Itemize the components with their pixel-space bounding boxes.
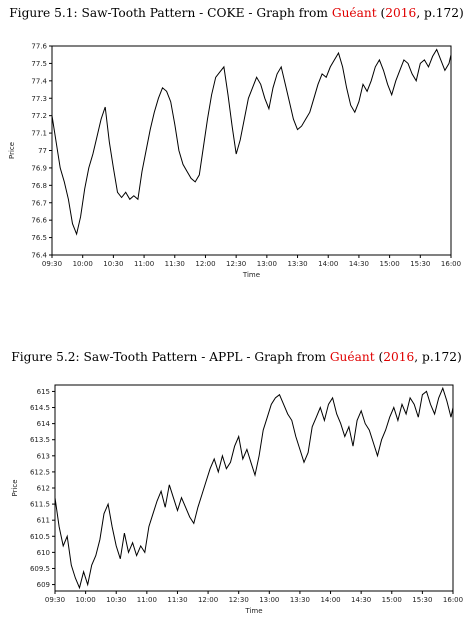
x-tick-label: 14:30 bbox=[349, 260, 369, 268]
x-tick-label: 16:00 bbox=[441, 260, 461, 268]
x-tick-label: 15:30 bbox=[410, 260, 430, 268]
x-tick-label: 10:00 bbox=[73, 260, 93, 268]
x-tick-label: 09:30 bbox=[45, 596, 65, 604]
appl-price-line bbox=[54, 386, 454, 590]
x-tick-label: 13:30 bbox=[287, 260, 307, 268]
chart-1-ticks bbox=[49, 45, 452, 258]
y-tick-label: 76.5 bbox=[31, 234, 47, 242]
y-tick-label: 609.5 bbox=[30, 565, 50, 573]
y-tick-label: 613 bbox=[37, 452, 50, 460]
y-tick-label: 76.6 bbox=[31, 217, 47, 225]
chart-1-x-axis-title: Time bbox=[242, 271, 260, 279]
x-tick-label: 14:30 bbox=[351, 596, 371, 604]
y-tick-label: 77.1 bbox=[31, 130, 47, 138]
figure-1-caption: Figure 5.1: Saw-Tooth Pattern - COKE - G… bbox=[0, 6, 473, 20]
y-tick-label: 615 bbox=[37, 388, 50, 396]
x-tick-label: 15:00 bbox=[380, 260, 400, 268]
chart-1-frame bbox=[51, 45, 452, 256]
x-tick-label: 10:00 bbox=[76, 596, 96, 604]
chart-2-ticks bbox=[52, 390, 454, 594]
x-tick-label: 13:00 bbox=[259, 596, 279, 604]
x-tick-label: 12:00 bbox=[195, 260, 215, 268]
chart-1-y-axis-title: Price bbox=[8, 142, 16, 159]
y-tick-label: 77 bbox=[38, 147, 47, 155]
caption-2-prefix: Figure 5.2: Saw-Tooth Pattern - APPL - G… bbox=[11, 350, 330, 364]
caption-2-author[interactable]: Guéant bbox=[329, 350, 375, 364]
y-tick-label: 612 bbox=[37, 485, 50, 493]
y-tick-label: 614 bbox=[37, 420, 51, 428]
y-tick-label: 610 bbox=[37, 549, 50, 557]
y-tick-label: 610.5 bbox=[30, 533, 50, 541]
y-tick-label: 76.7 bbox=[31, 199, 47, 207]
y-tick-label: 77.6 bbox=[31, 43, 47, 51]
y-tick-label: 76.4 bbox=[31, 252, 47, 260]
x-tick-label: 11:30 bbox=[165, 260, 185, 268]
y-tick-label: 614.5 bbox=[30, 404, 50, 412]
y-tick-label: 76.9 bbox=[31, 164, 47, 172]
caption-2-year[interactable]: 2016 bbox=[383, 350, 415, 364]
x-tick-label: 10:30 bbox=[106, 596, 126, 604]
y-tick-label: 611 bbox=[37, 517, 50, 525]
coke-price-chart: 09:30 10:00 10:30 11:00 11:30 12:00 12:30 13:00… bbox=[8, 43, 461, 280]
x-tick-label: 13:00 bbox=[257, 260, 277, 268]
x-tick-label: 09:30 bbox=[42, 260, 62, 268]
y-tick-label: 609 bbox=[37, 581, 50, 589]
caption-1-author[interactable]: Guéant bbox=[331, 6, 377, 20]
y-tick-label: 613.5 bbox=[30, 436, 50, 444]
caption-1-prefix: Figure 5.1: Saw-Tooth Pattern - COKE - G… bbox=[9, 6, 332, 20]
x-tick-label: 11:00 bbox=[134, 260, 154, 268]
y-tick-label: 77.4 bbox=[31, 77, 47, 85]
x-tick-label: 13:30 bbox=[290, 596, 310, 604]
caption-1-suffix: , p.172) bbox=[416, 6, 464, 20]
figure-2-caption: Figure 5.2: Saw-Tooth Pattern - APPL - G… bbox=[0, 350, 473, 364]
chart-2-y-axis-title: Price bbox=[11, 479, 19, 496]
caption-1-open: ( bbox=[376, 6, 386, 20]
y-tick-label: 612.5 bbox=[30, 468, 50, 476]
y-tick-label: 77.2 bbox=[31, 112, 47, 120]
caption-2-suffix: , p.172) bbox=[414, 350, 462, 364]
y-tick-label: 77.3 bbox=[31, 95, 47, 103]
chart-2-frame bbox=[54, 384, 454, 592]
x-tick-label: 12:30 bbox=[226, 260, 246, 268]
chart-1-tick-labels: 09:30 10:00 10:30 11:00 11:30 12:00 12:30 13:00… bbox=[31, 43, 461, 269]
coke-price-line bbox=[51, 48, 452, 236]
caption-2-open: ( bbox=[374, 350, 384, 364]
y-tick-label: 76.8 bbox=[31, 182, 47, 190]
appl-price-chart: 09:30 10:00 10:30 11:00 11:30 12:00 12:30 13:00… bbox=[11, 384, 463, 615]
y-tick-label: 77.5 bbox=[31, 60, 47, 68]
y-tick-label: 611.5 bbox=[30, 501, 50, 509]
x-tick-label: 15:00 bbox=[382, 596, 402, 604]
chart-2-x-axis-title: Time bbox=[244, 607, 262, 615]
x-tick-label: 16:00 bbox=[443, 596, 463, 604]
chart-2-tick-labels: 09:30 10:00 10:30 11:00 11:30 12:00 12:30 13:00… bbox=[30, 388, 463, 604]
x-tick-label: 14:00 bbox=[320, 596, 340, 604]
x-tick-label: 12:30 bbox=[229, 596, 249, 604]
x-tick-label: 12:00 bbox=[198, 596, 218, 604]
x-tick-label: 15:30 bbox=[412, 596, 432, 604]
caption-1-year[interactable]: 2016 bbox=[385, 6, 417, 20]
x-tick-label: 11:00 bbox=[137, 596, 157, 604]
x-tick-label: 14:00 bbox=[318, 260, 338, 268]
x-tick-label: 11:30 bbox=[167, 596, 187, 604]
x-tick-label: 10:30 bbox=[103, 260, 123, 268]
